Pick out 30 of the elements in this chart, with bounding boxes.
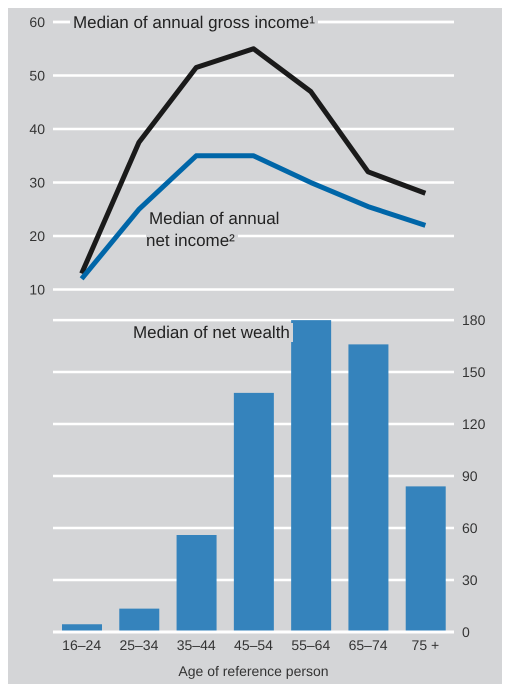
x-tick-label: 16–24 <box>62 636 102 653</box>
bar <box>234 392 274 632</box>
series-label: Median of net wealth <box>130 323 293 342</box>
bar <box>119 608 160 632</box>
y2-tick-label: 150 <box>462 364 486 380</box>
y2-tick-label: 30 <box>462 572 478 588</box>
y2-tick-label: 90 <box>462 468 478 484</box>
y-tick-label: 60 <box>29 14 46 30</box>
bar <box>291 320 332 632</box>
x-tick-label: 75 + <box>412 636 440 653</box>
y-tick-label: 30 <box>29 174 46 190</box>
y-tick-label: 10 <box>29 282 46 298</box>
x-tick-label: 65–74 <box>348 636 388 653</box>
y2-tick-label: 60 <box>462 520 478 536</box>
y-tick-label: 50 <box>29 67 46 84</box>
x-tick-label: 55–64 <box>291 636 330 653</box>
x-tick-label: 35–44 <box>176 636 216 653</box>
text: Median of annual gross income¹ <box>70 13 318 32</box>
bar <box>176 534 217 632</box>
y2-tick-label: 180 <box>462 312 486 328</box>
y2-tick-label: 120 <box>462 416 486 432</box>
y2-tick-label: 0 <box>462 624 470 640</box>
bar <box>406 486 446 632</box>
x-axis-title: Age of reference person <box>178 663 329 679</box>
x-tick-label: 45–54 <box>234 636 274 653</box>
y-tick-label: 40 <box>29 120 46 137</box>
y-tick-label: 20 <box>29 228 46 244</box>
bar <box>348 344 388 632</box>
series-label: Median of annual net income² <box>146 209 280 250</box>
x-tick-label: 25–34 <box>119 636 159 653</box>
